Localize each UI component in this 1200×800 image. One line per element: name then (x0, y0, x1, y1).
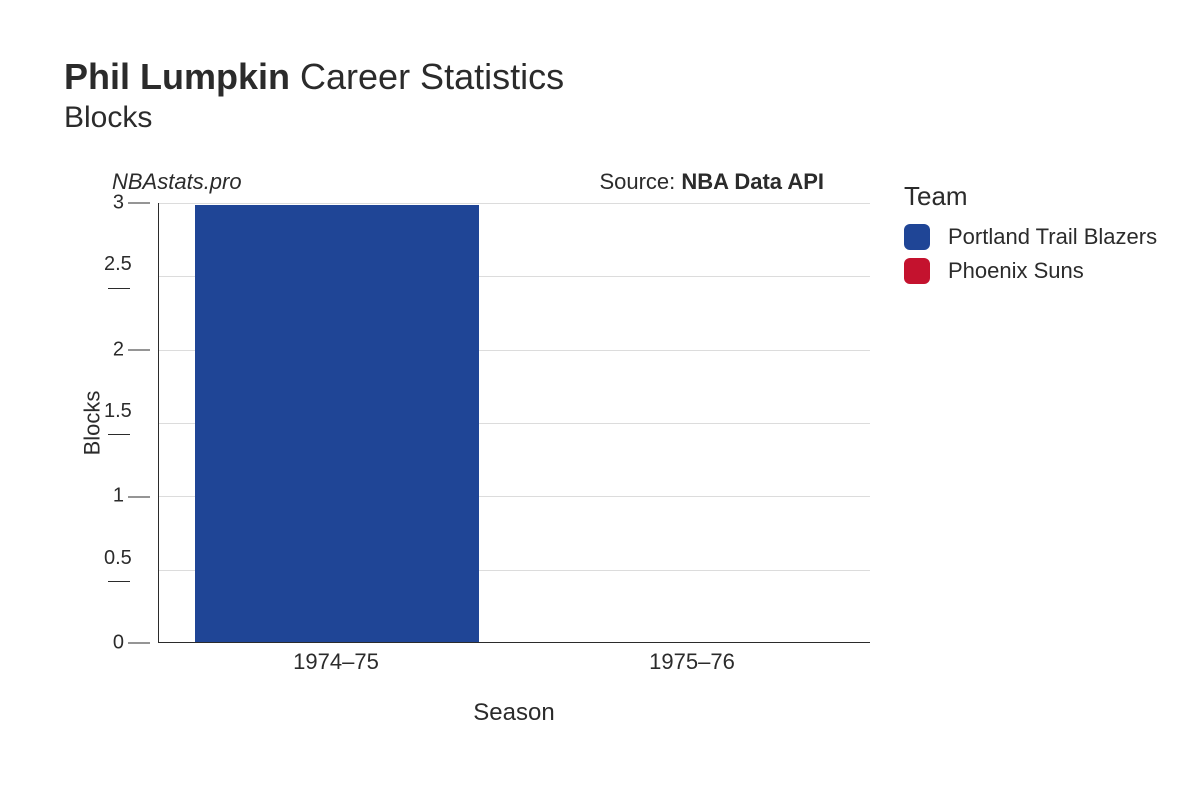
x-axis-label: Season (158, 699, 870, 727)
y-tick-label: 1.5 (104, 400, 150, 446)
legend-title: Team (904, 181, 1157, 212)
x-tick-label: 1975–76 (649, 649, 735, 675)
grid-line (159, 203, 870, 204)
chart-container: Phil Lumpkin Career Statistics Blocks NB… (0, 0, 1200, 800)
x-tick-label: 1974–75 (293, 649, 379, 675)
chart-body: Blocks 00.511.522.53 Team Portland Trail… (64, 203, 1170, 643)
y-axis-label-cell: Blocks (64, 203, 104, 643)
legend-items: Portland Trail Blazers Phoenix Suns (904, 224, 1157, 284)
y-tick-label: 2 (113, 338, 150, 361)
x-axis-ticks: 1974–75 1975–76 (158, 643, 870, 677)
plot-area (158, 203, 870, 643)
legend: Team Portland Trail Blazers Phoenix Suns (904, 181, 1157, 292)
legend-swatch (904, 258, 930, 284)
y-axis-label: Blocks (79, 391, 105, 456)
legend-label: Phoenix Suns (948, 258, 1084, 284)
title-player-name: Phil Lumpkin (64, 56, 290, 97)
source-value: NBA Data API (681, 169, 824, 194)
bar (195, 205, 480, 642)
y-axis-ticks: 00.511.522.53 (104, 203, 158, 643)
y-tick-label: 1 (113, 485, 150, 508)
chart-header-row: NBAstats.pro Source: NBA Data API (64, 169, 824, 195)
page-title: Phil Lumpkin Career Statistics (64, 54, 1170, 99)
legend-item: Phoenix Suns (904, 258, 1157, 284)
chart-subtitle: Blocks (64, 101, 1170, 135)
y-tick-label: 0.5 (104, 547, 150, 593)
y-tick-label: 3 (113, 192, 150, 215)
y-tick-label: 2.5 (104, 253, 150, 299)
legend-swatch (904, 224, 930, 250)
source-label: Source: (599, 169, 681, 194)
legend-label: Portland Trail Blazers (948, 224, 1157, 250)
legend-item: Portland Trail Blazers (904, 224, 1157, 250)
y-tick-label: 0 (113, 632, 150, 655)
source-credit: Source: NBA Data API (599, 169, 824, 195)
title-suffix: Career Statistics (290, 56, 564, 97)
spacer (242, 169, 600, 195)
